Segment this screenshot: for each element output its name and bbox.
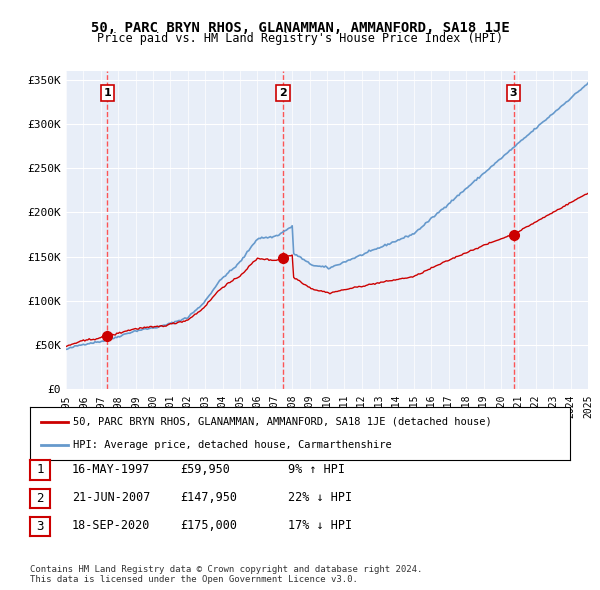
Text: 17% ↓ HPI: 17% ↓ HPI (288, 519, 352, 532)
Text: 50, PARC BRYN RHOS, GLANAMMAN, AMMANFORD, SA18 1JE: 50, PARC BRYN RHOS, GLANAMMAN, AMMANFORD… (91, 21, 509, 35)
Text: 50, PARC BRYN RHOS, GLANAMMAN, AMMANFORD, SA18 1JE (detached house): 50, PARC BRYN RHOS, GLANAMMAN, AMMANFORD… (73, 417, 492, 427)
Text: £147,950: £147,950 (180, 491, 237, 504)
Text: HPI: Average price, detached house, Carmarthenshire: HPI: Average price, detached house, Carm… (73, 440, 392, 450)
Text: 3: 3 (510, 88, 517, 98)
Text: 1: 1 (103, 88, 111, 98)
Text: 16-MAY-1997: 16-MAY-1997 (72, 463, 151, 476)
Text: £59,950: £59,950 (180, 463, 230, 476)
Text: 22% ↓ HPI: 22% ↓ HPI (288, 491, 352, 504)
Text: Contains HM Land Registry data © Crown copyright and database right 2024.
This d: Contains HM Land Registry data © Crown c… (30, 565, 422, 584)
Text: 1: 1 (36, 463, 44, 477)
Text: £175,000: £175,000 (180, 519, 237, 532)
Text: Price paid vs. HM Land Registry's House Price Index (HPI): Price paid vs. HM Land Registry's House … (97, 32, 503, 45)
Text: 21-JUN-2007: 21-JUN-2007 (72, 491, 151, 504)
Text: 2: 2 (279, 88, 287, 98)
Text: 9% ↑ HPI: 9% ↑ HPI (288, 463, 345, 476)
Text: 3: 3 (36, 520, 44, 533)
Text: 2: 2 (36, 491, 44, 505)
Text: 18-SEP-2020: 18-SEP-2020 (72, 519, 151, 532)
